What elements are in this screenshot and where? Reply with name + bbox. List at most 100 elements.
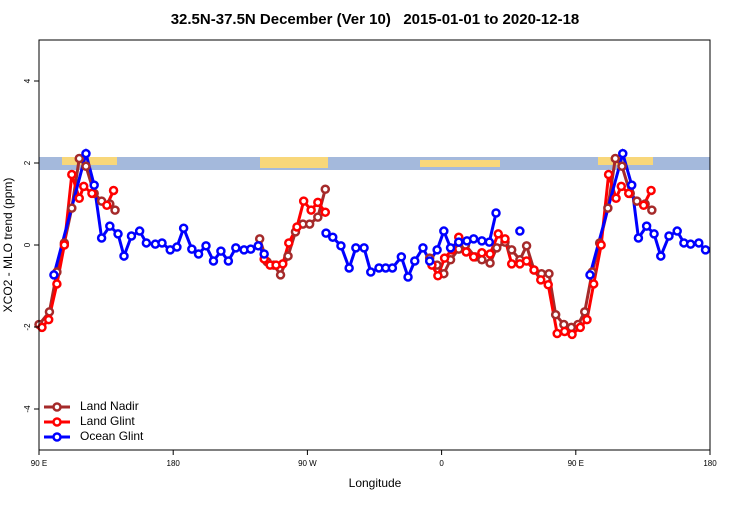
data-point: [81, 161, 91, 172]
land-ocean-band: [39, 157, 710, 170]
data-point: [327, 232, 338, 242]
data-point: [105, 221, 115, 231]
data-point: [223, 256, 234, 266]
data-point: [626, 180, 637, 190]
data-point: [641, 221, 652, 231]
y-tick-label: 0: [23, 242, 32, 247]
data-point: [49, 270, 59, 280]
data-point: [178, 223, 189, 233]
data-point: [477, 236, 487, 246]
data-point: [672, 226, 682, 236]
data-point: [216, 246, 226, 256]
legend-marker: [52, 417, 62, 427]
data-point: [500, 234, 510, 244]
x-tick-label: 180: [703, 459, 717, 468]
data-point: [304, 219, 315, 229]
data-point: [110, 205, 120, 215]
data-point: [81, 148, 91, 159]
data-point: [313, 197, 323, 208]
data-point: [582, 314, 592, 325]
data-point: [108, 185, 119, 196]
data-point: [552, 328, 562, 339]
data-point: [284, 238, 294, 248]
data-point: [610, 153, 621, 164]
data-point: [623, 188, 634, 199]
data-point: [515, 226, 525, 236]
data-point: [278, 259, 288, 269]
data-point: [157, 238, 167, 248]
data-point: [596, 240, 606, 250]
x-tick-label: 90 E: [568, 459, 584, 468]
legend-label: Ocean Glint: [80, 429, 144, 443]
data-point: [74, 193, 85, 204]
data-point: [43, 314, 54, 325]
data-point: [632, 196, 642, 206]
data-point: [468, 252, 479, 262]
data-point: [506, 245, 517, 255]
data-point: [336, 241, 346, 251]
data-point: [37, 322, 47, 333]
data-point: [403, 272, 413, 282]
data-point: [396, 252, 407, 262]
data-point: [259, 249, 269, 259]
data-point: [484, 237, 495, 247]
data-point: [649, 229, 659, 239]
data-point: [439, 253, 450, 263]
legend-label: Land Glint: [80, 414, 135, 428]
data-point: [588, 279, 599, 289]
data-point: [694, 238, 704, 248]
data-point: [685, 239, 696, 249]
data-point: [506, 259, 517, 269]
data-point: [664, 231, 674, 241]
data-point: [321, 228, 331, 238]
land-patch: [62, 157, 117, 165]
data-point: [313, 212, 323, 222]
x-tick-label: 90 W: [298, 459, 317, 468]
data-point: [366, 267, 376, 277]
legend-marker: [52, 432, 62, 442]
data-point: [567, 329, 577, 340]
ocean-band: [39, 157, 710, 170]
data-point: [231, 243, 241, 253]
x-axis-label: Longitude: [349, 476, 402, 490]
data-point: [283, 251, 293, 261]
data-point: [579, 307, 590, 317]
data-point: [298, 196, 309, 206]
data-point: [410, 256, 420, 266]
data-point: [700, 245, 711, 255]
data-point: [618, 148, 628, 159]
y-axis-label: XCO2 - MLO trend (ppm): [1, 178, 15, 313]
land-patch: [420, 160, 500, 167]
data-point: [453, 237, 464, 247]
data-point: [439, 226, 449, 236]
data-point: [134, 226, 145, 236]
data-point: [78, 181, 89, 192]
data-point: [275, 270, 286, 280]
data-point: [611, 193, 621, 204]
data-point: [656, 251, 666, 261]
data-point: [67, 169, 77, 180]
x-tick-label: 180: [167, 459, 181, 468]
data-point: [432, 245, 442, 255]
data-point: [67, 203, 77, 213]
data-point: [603, 169, 614, 180]
y-tick-label: -2: [23, 323, 32, 331]
data-point: [126, 231, 137, 241]
data-point: [559, 326, 570, 337]
data-point: [44, 307, 55, 317]
data-point: [359, 243, 369, 253]
data-point: [550, 309, 561, 320]
data-point: [387, 263, 398, 273]
data-point: [74, 153, 85, 164]
data-point: [543, 280, 553, 290]
data-point: [187, 244, 197, 254]
chart-title: 32.5N-37.5N December (Ver 10) 2015-01-01…: [171, 11, 580, 28]
data-point: [633, 233, 644, 243]
data-point: [351, 243, 361, 253]
data-point: [638, 200, 649, 210]
y-tick-label: 2: [23, 160, 32, 165]
land-patch: [260, 157, 328, 168]
data-point: [208, 256, 219, 266]
data-point: [424, 256, 435, 266]
